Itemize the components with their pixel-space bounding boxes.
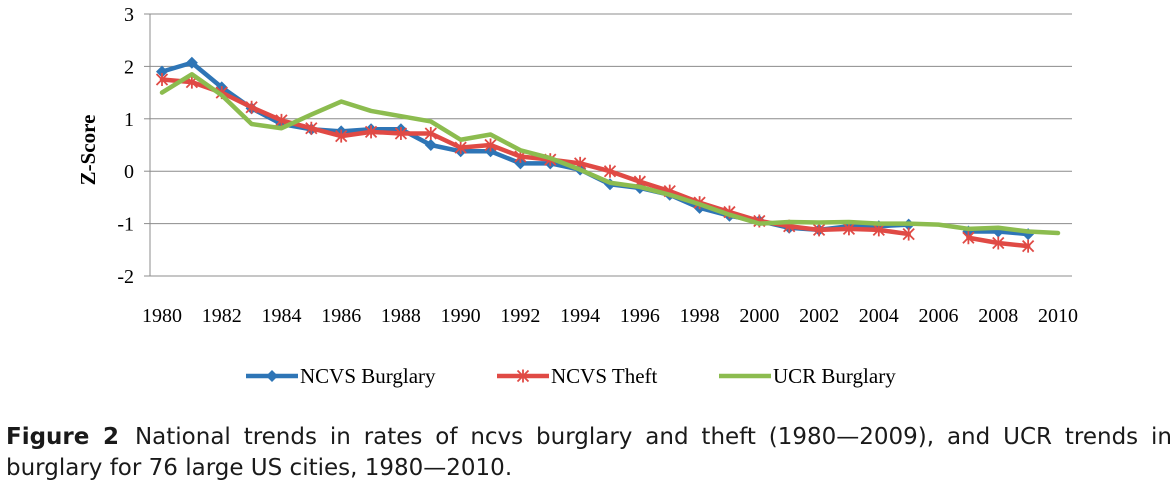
y-tick-label: 2 bbox=[124, 56, 134, 78]
point bbox=[155, 73, 169, 86]
x-tick-label: 1982 bbox=[202, 305, 242, 327]
axes: 3 2 1 0 -1 -2 1980 1982 1984 1986 1988 1990 1992 1994… bbox=[117, 4, 1078, 327]
legend-item: NCVS Theft bbox=[497, 364, 658, 388]
point bbox=[484, 138, 497, 152]
series-layer bbox=[155, 56, 1061, 253]
y-tick-label: -1 bbox=[117, 214, 134, 236]
legend: NCVS Burglary NCVS Theft UCR Burglary bbox=[246, 364, 896, 388]
point bbox=[424, 139, 437, 151]
series-line bbox=[159, 60, 1031, 237]
point bbox=[394, 126, 408, 140]
series-ncvs-burglary bbox=[156, 56, 1035, 241]
point bbox=[812, 223, 826, 237]
point bbox=[424, 126, 437, 140]
series-line bbox=[159, 77, 1031, 249]
point bbox=[266, 370, 278, 382]
y-axis-label: Z-Score bbox=[76, 115, 100, 186]
x-tick-label: 2006 bbox=[919, 305, 959, 327]
legend-item: UCR Burglary bbox=[719, 364, 896, 388]
gridlines bbox=[150, 13, 1072, 277]
legend-label: NCVS Burglary bbox=[300, 364, 436, 388]
x-tick-label: 1996 bbox=[620, 305, 660, 327]
point bbox=[1021, 239, 1035, 253]
x-tick-label: 1986 bbox=[321, 305, 361, 327]
point bbox=[992, 236, 1005, 250]
line-chart: 3 2 1 0 -1 -2 1980 1982 1984 1986 1988 1990 1992 1994… bbox=[76, 4, 1078, 388]
legend-label: UCR Burglary bbox=[773, 364, 896, 388]
y-tick-label: 0 bbox=[124, 161, 134, 183]
x-tick-label: 2004 bbox=[859, 305, 899, 327]
figure-label: Figure 2 bbox=[6, 424, 119, 450]
x-tick-label: 1980 bbox=[142, 305, 182, 327]
x-tick-label: 1990 bbox=[441, 305, 481, 327]
legend-label: NCVS Theft bbox=[551, 364, 658, 388]
point bbox=[902, 227, 915, 241]
x-tick-label: 2002 bbox=[799, 305, 839, 327]
point bbox=[454, 141, 467, 155]
x-tick-label: 1992 bbox=[500, 305, 540, 327]
series-line bbox=[159, 72, 1061, 236]
point bbox=[516, 369, 530, 383]
point bbox=[245, 100, 258, 114]
point bbox=[305, 121, 318, 135]
caption-text: National trends in rates of ncvs burglar… bbox=[6, 424, 1172, 481]
x-tick-label: 1984 bbox=[261, 305, 301, 327]
x-tick-label: 2000 bbox=[739, 305, 779, 327]
point bbox=[364, 125, 378, 139]
x-tick-label: 2010 bbox=[1038, 305, 1078, 327]
point bbox=[156, 65, 168, 78]
point bbox=[275, 113, 288, 127]
x-tick-label: 2008 bbox=[978, 305, 1018, 327]
point bbox=[962, 231, 975, 245]
point bbox=[335, 129, 348, 143]
x-tick-label: 1994 bbox=[560, 305, 600, 327]
y-tick-label: 3 bbox=[124, 4, 134, 26]
figure-caption: Figure 2 National trends in rates of ncvs… bbox=[6, 422, 1172, 484]
x-tick-label: 1998 bbox=[680, 305, 720, 327]
point bbox=[185, 56, 198, 69]
y-tick-label: -2 bbox=[117, 266, 134, 288]
legend-item: NCVS Burglary bbox=[246, 364, 436, 388]
point bbox=[842, 222, 856, 236]
y-tick-label: 1 bbox=[124, 109, 134, 131]
series-ucr-burglary bbox=[159, 72, 1061, 236]
x-tick-label: 1988 bbox=[381, 305, 421, 327]
point bbox=[603, 164, 617, 178]
